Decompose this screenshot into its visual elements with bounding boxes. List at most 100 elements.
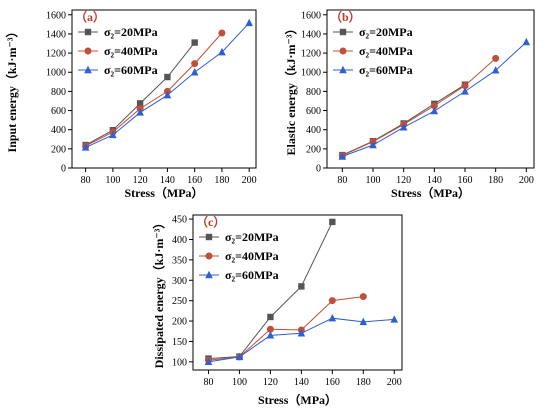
y-tick-label: 250 <box>172 296 187 307</box>
legend-marker <box>339 28 347 36</box>
legend-label: σ₂=60MPa <box>225 268 279 282</box>
legend-label: σ₂=60MPa <box>104 63 158 77</box>
y-tick-label: 1600 <box>301 10 321 21</box>
data-point <box>338 152 347 160</box>
y-axis-label: Dissipated energy（kJ·m⁻³） <box>151 217 166 369</box>
series-line <box>208 296 364 361</box>
y-tick-label: 450 <box>172 215 187 226</box>
legend-label: σ₂=40MPa <box>104 44 158 58</box>
data-point <box>461 82 469 90</box>
data-point <box>109 130 117 139</box>
data-point <box>390 315 399 323</box>
data-point <box>329 218 336 226</box>
legend-entry: σ₂=60MPa <box>199 268 279 282</box>
x-tick-label: 180 <box>488 175 503 186</box>
data-point <box>245 18 253 27</box>
x-tick-label: 100 <box>232 377 247 388</box>
x-tick-label: 200 <box>519 175 534 186</box>
data-point <box>204 357 213 366</box>
x-tick-label: 120 <box>263 377 278 388</box>
data-point <box>136 100 144 107</box>
data-point <box>492 54 500 62</box>
x-tick-label: 80 <box>81 175 91 186</box>
x-tick-label: 120 <box>133 175 148 186</box>
y-tick-label: 200 <box>172 317 187 328</box>
y-tick-label: 200 <box>306 144 321 155</box>
series-1 <box>339 81 469 159</box>
legend-label: σ₂=40MPa <box>359 44 413 58</box>
legend-marker <box>339 47 347 55</box>
x-tick-label: 200 <box>242 175 257 186</box>
data-point <box>266 325 274 333</box>
chart-2: 80 100 120 140 160 180 200 0 200 400 600 800 1000 120… <box>283 9 535 200</box>
x-tick-label: 80 <box>203 377 213 388</box>
panel-label: （c） <box>196 214 225 229</box>
x-tick-label: 120 <box>396 175 411 186</box>
y-tick-label: 1200 <box>301 49 321 60</box>
legend-label: σ₂=40MPa <box>225 249 279 263</box>
data-point <box>136 108 144 116</box>
legend-entry: σ₂=40MPa <box>78 44 158 58</box>
data-point <box>191 60 199 68</box>
y-tick-label: 200 <box>51 144 66 155</box>
x-tick-label: 100 <box>105 175 120 186</box>
x-tick-label: 160 <box>187 175 202 186</box>
panel-label: （b） <box>330 9 361 24</box>
y-tick-label: 0 <box>316 164 321 175</box>
y-tick-label: 1600 <box>46 10 66 21</box>
y-tick-label: 350 <box>172 255 187 266</box>
data-point <box>430 102 438 110</box>
data-point <box>328 297 336 305</box>
y-tick-label: 1000 <box>46 68 66 79</box>
x-tick-label: 200 <box>387 377 402 388</box>
legend-label: σ₂=20MPa <box>359 25 413 39</box>
legend-entry: σ₂=40MPa <box>199 249 279 263</box>
data-point <box>81 143 90 151</box>
data-point <box>218 47 226 56</box>
legend-marker <box>84 47 92 55</box>
data-point <box>235 352 244 361</box>
data-point <box>359 317 368 326</box>
y-tick-label: 600 <box>51 106 66 117</box>
x-tick-label: 140 <box>427 175 442 186</box>
data-point <box>266 331 275 339</box>
series-line <box>85 32 223 147</box>
legend-label: σ₂=20MPa <box>104 25 158 39</box>
x-tick-label: 160 <box>325 377 340 388</box>
y-tick-label: 1000 <box>301 68 321 79</box>
data-point <box>218 29 226 37</box>
series-2 <box>204 293 367 364</box>
legend-marker <box>339 65 347 74</box>
plot-frame <box>326 9 535 169</box>
x-tick-label: 140 <box>294 377 309 388</box>
data-point <box>298 283 305 290</box>
legend-marker <box>205 233 213 241</box>
x-axis-label: Stress（MPa） <box>124 185 203 200</box>
y-tick-label: 100 <box>172 357 187 368</box>
data-point <box>491 66 500 74</box>
series-line <box>342 57 496 157</box>
data-point <box>328 313 337 322</box>
series-line <box>342 84 466 156</box>
y-tick-label: 1400 <box>301 29 321 40</box>
legend-entry: σ₂=60MPa <box>78 63 158 77</box>
data-point <box>369 140 377 149</box>
x-tick-label: 180 <box>214 175 229 186</box>
x-tick-label: 100 <box>366 175 381 186</box>
plot-frame <box>192 214 403 371</box>
y-tick-label: 0 <box>61 164 66 175</box>
y-tick-label: 600 <box>306 106 321 117</box>
data-point <box>163 91 172 99</box>
data-point <box>191 39 198 46</box>
legend-entry: σ₂=40MPa <box>333 44 413 58</box>
x-tick-label: 160 <box>458 175 473 186</box>
x-axis-label: Stress（MPa） <box>258 392 337 407</box>
y-tick-label: 400 <box>172 235 187 246</box>
y-tick-label: 300 <box>172 276 187 287</box>
data-point <box>267 313 274 321</box>
y-axis-label: Elastic energy（kJ·m⁻³） <box>283 23 298 156</box>
y-tick-label: 400 <box>51 125 66 136</box>
data-point <box>359 293 367 301</box>
y-tick-label: 800 <box>306 87 321 98</box>
